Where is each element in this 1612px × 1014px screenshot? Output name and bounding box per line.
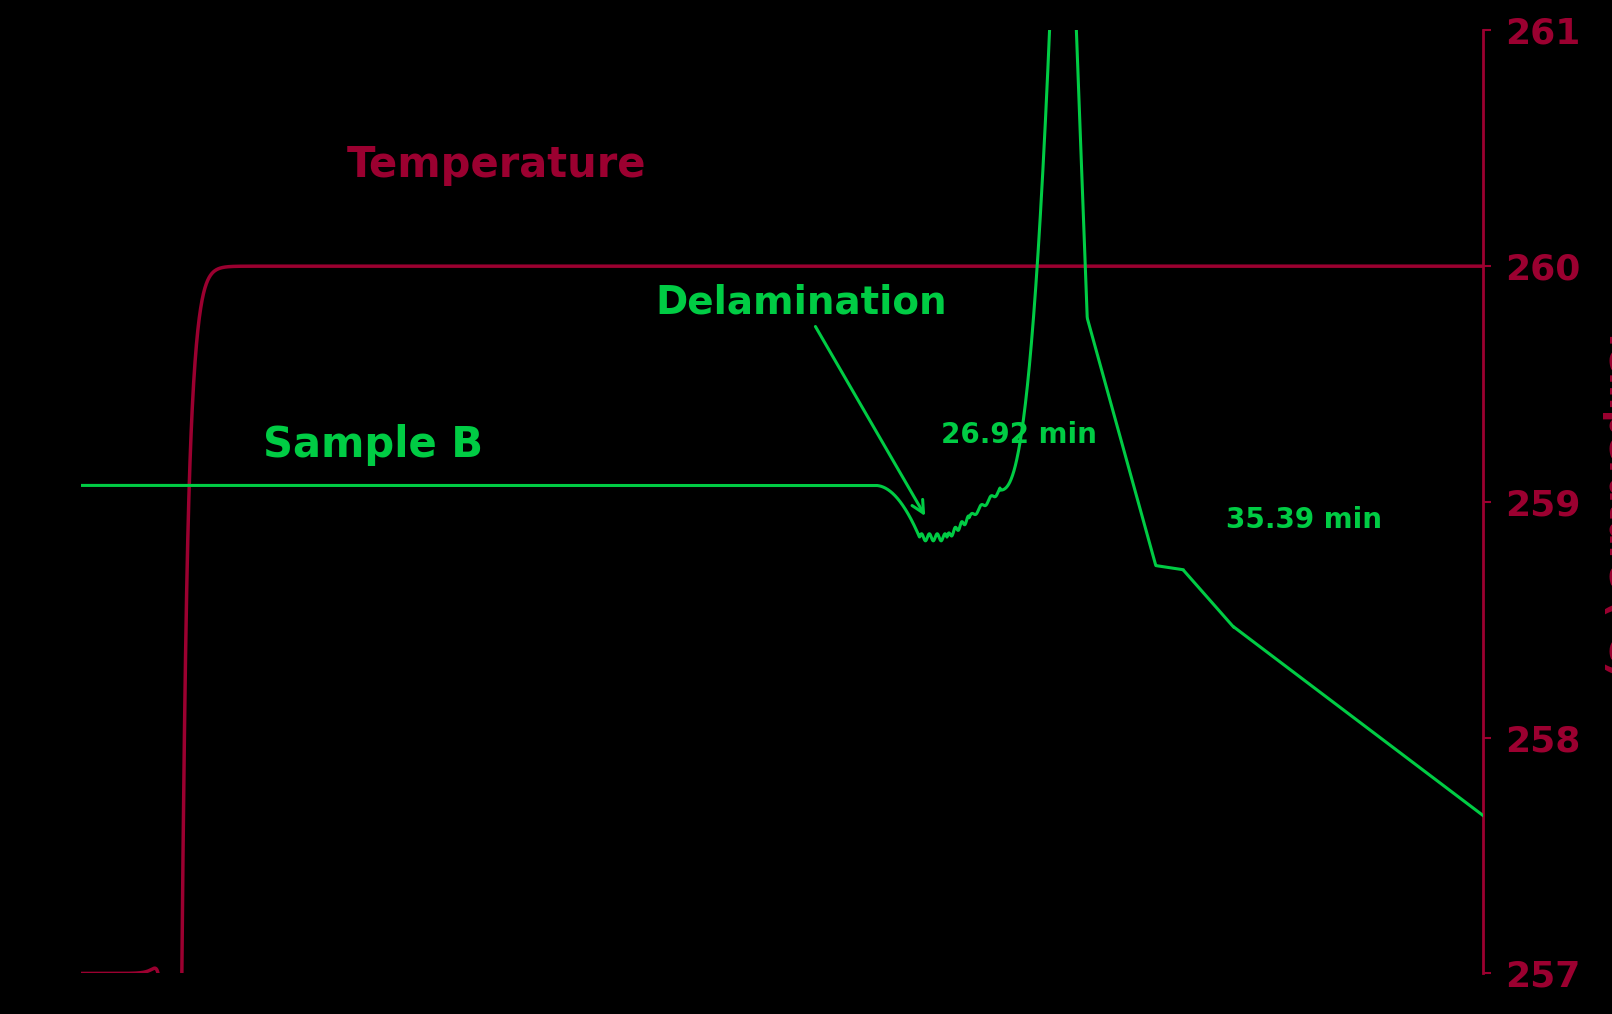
Text: Sample B: Sample B	[263, 424, 484, 466]
Text: 26.92 min: 26.92 min	[941, 421, 1096, 449]
Text: Temperature: Temperature	[347, 144, 646, 186]
Text: Delamination: Delamination	[656, 283, 948, 513]
Y-axis label: Temperature (°C): Temperature (°C)	[1602, 327, 1612, 677]
Text: 35.39 min: 35.39 min	[1225, 506, 1381, 533]
